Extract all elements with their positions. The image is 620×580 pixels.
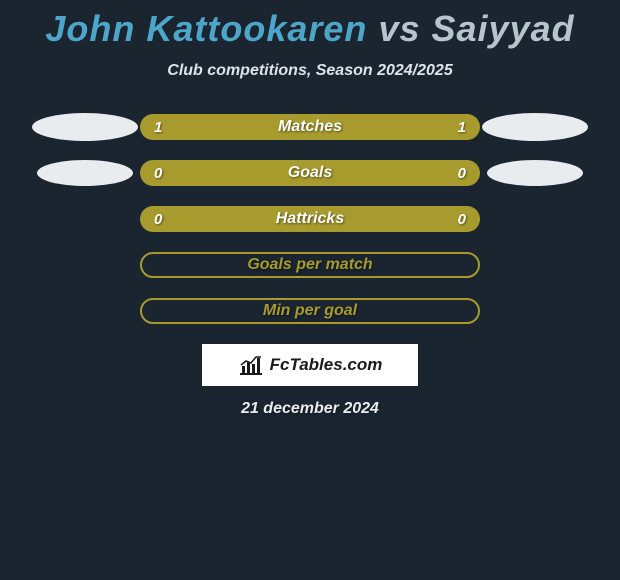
stat-row: 0 Hattricks 0 xyxy=(0,206,620,232)
stat-label: Matches xyxy=(278,118,342,136)
stat-row: Goals per match xyxy=(0,252,620,278)
stats-list: 1 Matches 1 0 Goals 0 0 Hattricks 0 xyxy=(0,114,620,324)
brand-box[interactable]: FcTables.com xyxy=(202,344,418,386)
brand-text: FcTables.com xyxy=(270,355,383,375)
stat-left-value: 0 xyxy=(154,165,162,182)
stat-bar-hattricks: 0 Hattricks 0 xyxy=(140,206,480,232)
stat-right-value: 1 xyxy=(458,119,466,136)
player1-marker xyxy=(30,113,140,141)
stat-right-value: 0 xyxy=(458,165,466,182)
stat-bar-min-per-goal: Min per goal xyxy=(140,298,480,324)
ellipse-icon xyxy=(482,113,588,141)
stat-bar-goals-per-match: Goals per match xyxy=(140,252,480,278)
stat-row: 1 Matches 1 xyxy=(0,114,620,140)
stat-label: Goals xyxy=(288,164,332,182)
stat-bar-matches: 1 Matches 1 xyxy=(140,114,480,140)
ellipse-icon xyxy=(487,160,583,186)
ellipse-icon xyxy=(32,113,138,141)
vs-text: vs xyxy=(378,8,420,49)
stat-bar-goals: 0 Goals 0 xyxy=(140,160,480,186)
player1-marker xyxy=(30,160,140,186)
stat-left-value: 1 xyxy=(154,119,162,136)
comparison-card: John Kattookaren vs Saiyyad Club competi… xyxy=(0,0,620,418)
stat-label: Min per goal xyxy=(263,302,357,320)
stat-label: Hattricks xyxy=(276,210,344,228)
player2-name: Saiyyad xyxy=(432,8,575,49)
stat-label: Goals per match xyxy=(247,256,372,274)
ellipse-icon xyxy=(37,160,133,186)
subtitle: Club competitions, Season 2024/2025 xyxy=(0,62,620,80)
player2-marker xyxy=(480,160,590,186)
player2-marker xyxy=(480,113,590,141)
stat-row: 0 Goals 0 xyxy=(0,160,620,186)
stat-row: Min per goal xyxy=(0,298,620,324)
page-title: John Kattookaren vs Saiyyad xyxy=(0,8,620,50)
chart-icon xyxy=(238,354,264,376)
date-text: 21 december 2024 xyxy=(0,400,620,418)
stat-right-value: 0 xyxy=(458,211,466,228)
player1-name: John Kattookaren xyxy=(45,8,367,49)
stat-left-value: 0 xyxy=(154,211,162,228)
